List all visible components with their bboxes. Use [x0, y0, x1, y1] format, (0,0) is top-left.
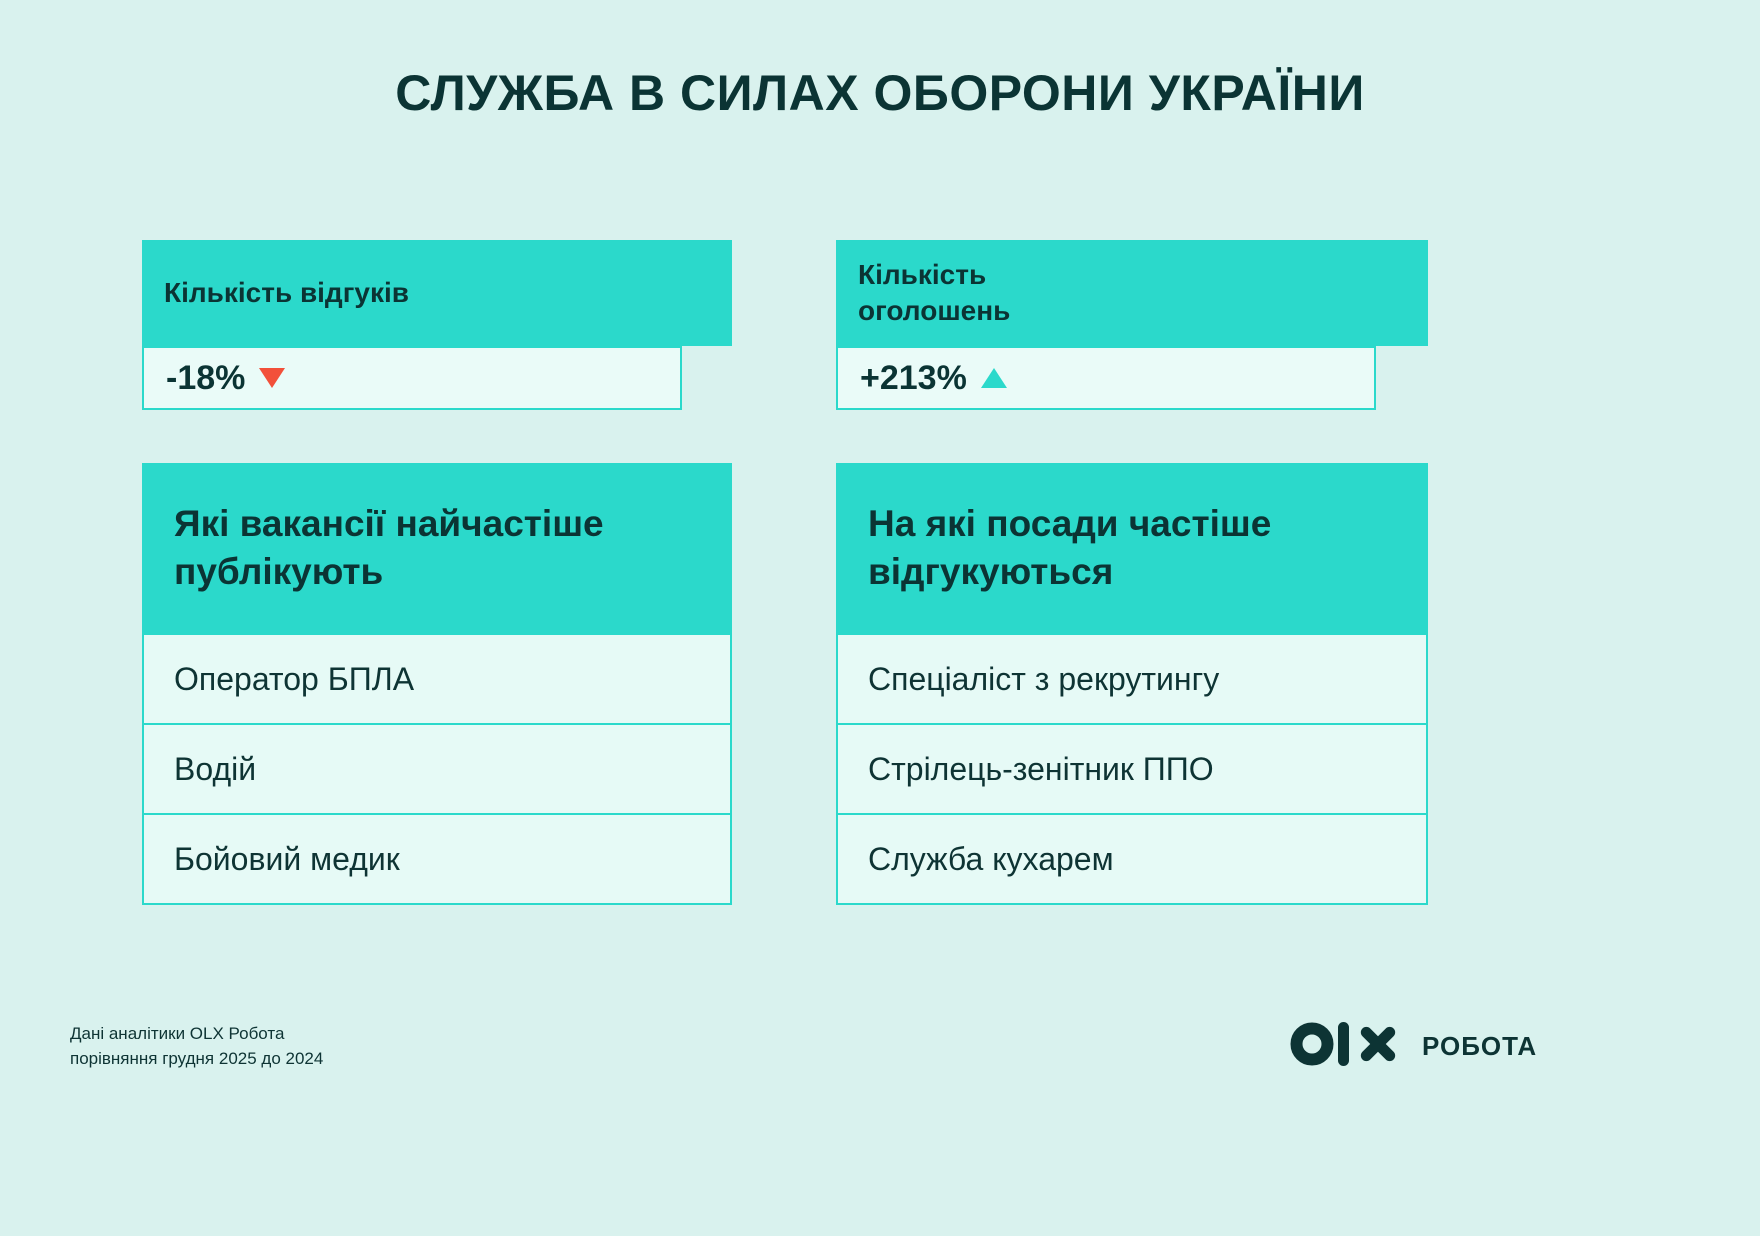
- source-line-1: Дані аналітики OLX Робота: [70, 1024, 285, 1043]
- list-header-applied-positions: На які посади частіше відгукуються: [836, 463, 1428, 633]
- list-item: Спеціаліст з рекрутингу: [836, 633, 1428, 725]
- stat-card-listings: Кількість оголошень +213%: [836, 240, 1428, 410]
- list-item-label: Спеціаліст з рекрутингу: [868, 660, 1220, 697]
- list-item: Стрілець-зенітник ППО: [836, 723, 1428, 815]
- stat-label-responses: Кількість відгуків: [164, 276, 409, 308]
- stat-header-listings: Кількість оголошень: [836, 240, 1428, 346]
- list-item: Оператор БПЛА: [142, 633, 732, 725]
- triangle-up-icon: [980, 368, 1007, 388]
- list-title-posted-vacancies: Які вакансії найчастіше публікують: [174, 502, 604, 592]
- brand-label: РОБОТА: [1422, 1031, 1538, 1061]
- list-card-posted-vacancies: Які вакансії найчастіше публікують Опера…: [142, 463, 732, 905]
- list-item-label: Оператор БПЛА: [174, 660, 415, 697]
- list-item-label: Служба кухарем: [868, 840, 1114, 877]
- stat-value-listings: +213%: [860, 358, 967, 397]
- list-item-label: Бойовий медик: [174, 840, 400, 877]
- list-item-label: Водій: [174, 750, 257, 787]
- olx-brand: РОБОТА: [1290, 1018, 1537, 1075]
- source-line-2: порівняння грудня 2025 до 2024: [70, 1048, 324, 1068]
- list-header-posted-vacancies: Які вакансії найчастіше публікують: [142, 463, 732, 633]
- list-title-applied-positions: На які посади частіше відгукуються: [868, 502, 1272, 592]
- olx-logo-icon: [1290, 1018, 1408, 1075]
- list-card-applied-positions: На які посади частіше відгукуються Спеці…: [836, 463, 1428, 905]
- source-note: Дані аналітики OLX Робота порівняння гру…: [70, 1022, 323, 1071]
- list-item: Бойовий медик: [142, 813, 732, 905]
- stat-value-responses: -18%: [166, 358, 246, 397]
- stat-value-box-responses: -18%: [142, 346, 682, 410]
- list-item: Служба кухарем: [836, 813, 1428, 905]
- page-title: СЛУЖБА В СИЛАХ ОБОРОНИ УКРАЇНИ: [395, 65, 1365, 121]
- list-item-label: Стрілець-зенітник ППО: [868, 750, 1214, 787]
- stat-card-responses: Кількість відгуків -18%: [142, 240, 732, 410]
- stat-value-box-listings: +213%: [836, 346, 1376, 410]
- stat-header-responses: Кількість відгуків: [142, 240, 732, 346]
- triangle-down-icon: [259, 368, 286, 388]
- list-item: Водій: [142, 723, 732, 815]
- stat-label-listings: Кількість оголошень: [858, 258, 1011, 326]
